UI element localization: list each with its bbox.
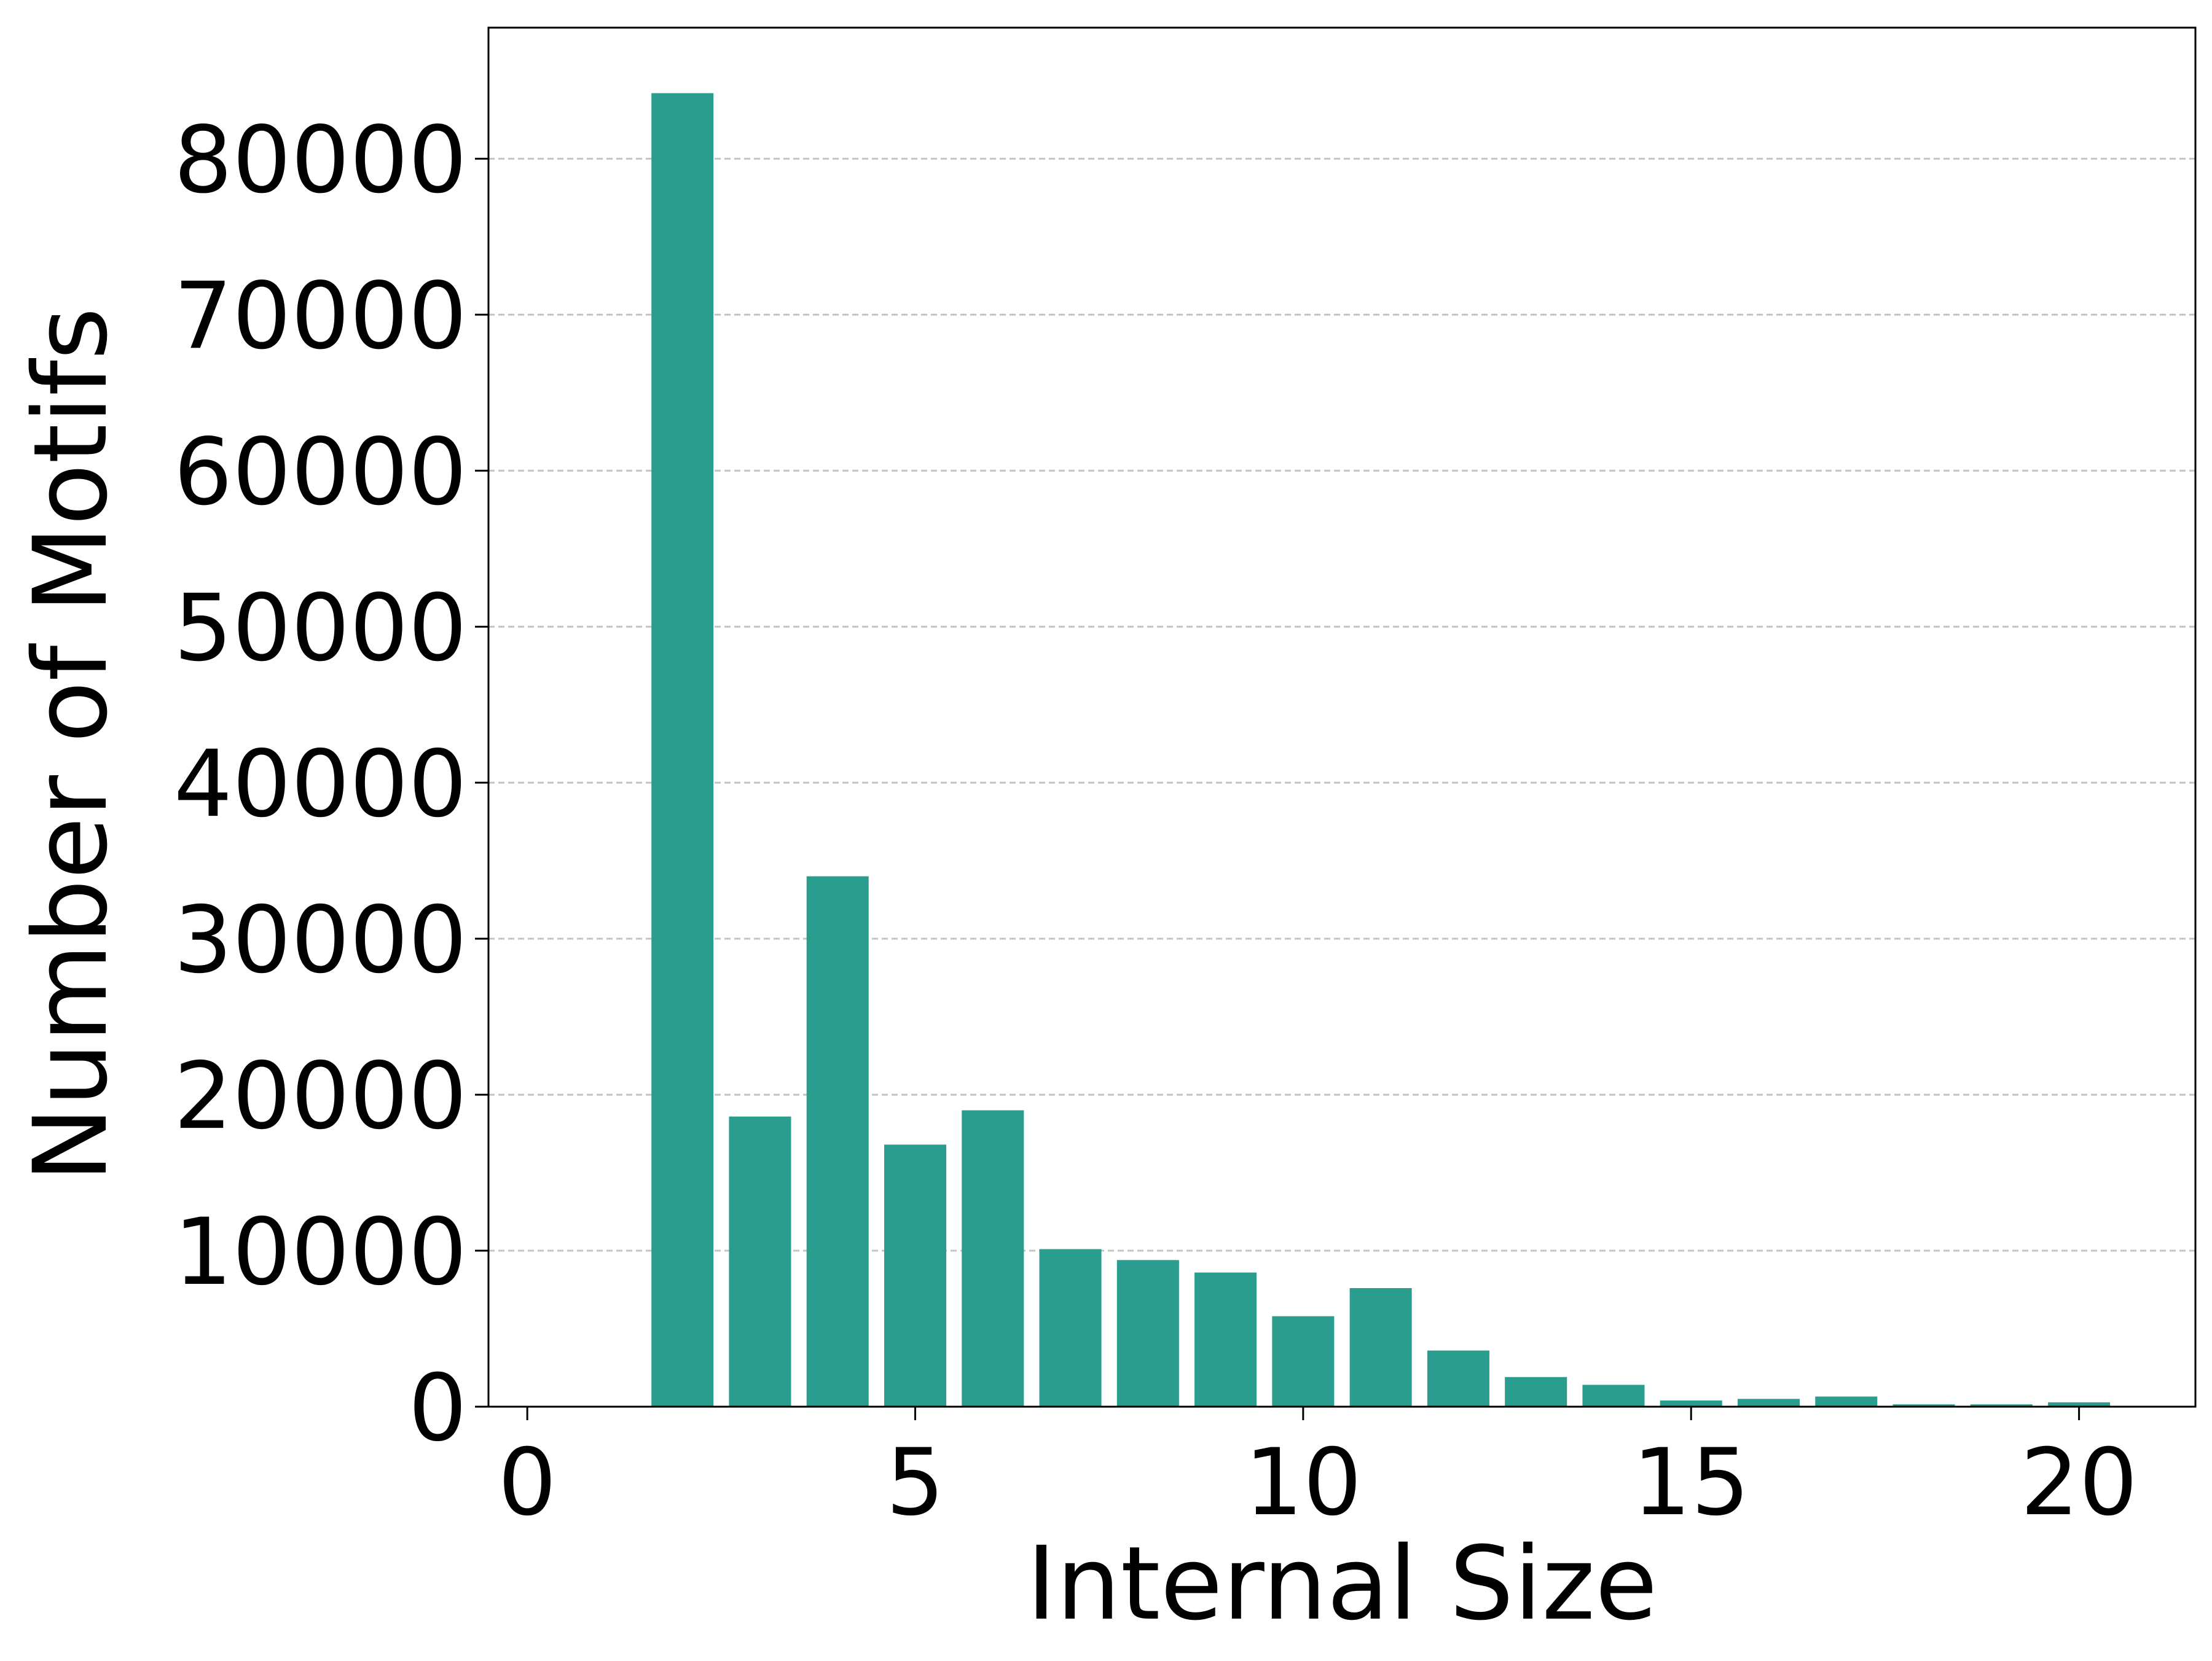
bar-7 xyxy=(1039,1249,1102,1407)
bar-13 xyxy=(1505,1377,1567,1407)
y-tick-label-20000: 20000 xyxy=(174,1043,467,1150)
bars xyxy=(651,93,2188,1407)
x-tick-label-0: 0 xyxy=(498,1429,556,1536)
gridlines xyxy=(488,157,2195,1252)
y-tick-label-10000: 10000 xyxy=(174,1199,467,1306)
bar-9 xyxy=(1194,1272,1257,1407)
bar-17 xyxy=(1815,1396,1878,1407)
plot-frame xyxy=(487,26,2197,1408)
bar-5 xyxy=(884,1144,947,1407)
bar-8 xyxy=(1116,1260,1179,1407)
x-tick-label-20: 20 xyxy=(2020,1429,2138,1536)
x-tick-label-10: 10 xyxy=(1244,1429,1362,1536)
bar-11 xyxy=(1349,1288,1412,1407)
y-tick-label-50000: 50000 xyxy=(174,575,467,682)
bar-16 xyxy=(1737,1399,1800,1407)
y-tick-label-40000: 40000 xyxy=(174,731,467,838)
bar-10 xyxy=(1272,1316,1335,1407)
y-tick-label-30000: 30000 xyxy=(174,887,467,994)
x-axis-label: Internal Size xyxy=(1026,1525,1657,1643)
ticks: 0 5 10 15 20 0 10000 20000 30000 40000 50000 60000 7… xyxy=(174,107,2138,1536)
y-axis-label: Number of Motifs xyxy=(12,307,130,1182)
bar-20 xyxy=(2048,1402,2111,1407)
y-tick-label-60000: 60000 xyxy=(174,419,467,526)
bar-14 xyxy=(1582,1385,1645,1407)
y-tick-label-70000: 70000 xyxy=(174,263,467,370)
bar-19 xyxy=(1970,1404,2033,1407)
bar-3 xyxy=(729,1116,791,1407)
x-tick-label-5: 5 xyxy=(886,1429,944,1536)
y-tick-label-80000: 80000 xyxy=(174,107,467,214)
bar-12 xyxy=(1427,1350,1489,1407)
x-tick-label-15: 15 xyxy=(1633,1429,1750,1536)
bar-15 xyxy=(1660,1400,1722,1407)
bar-6 xyxy=(962,1110,1024,1407)
y-tick-label-0: 0 xyxy=(409,1355,467,1462)
bar-4 xyxy=(806,876,869,1407)
bar-2 xyxy=(651,93,714,1407)
bar-18 xyxy=(1892,1404,1955,1407)
